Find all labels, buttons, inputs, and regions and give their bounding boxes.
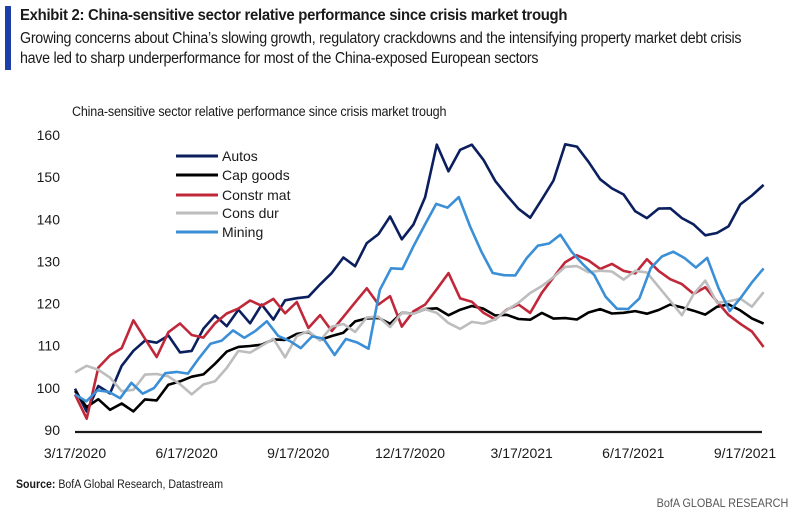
source-note: Source: BofA Global Research, Datastream [16,479,223,491]
legend-label: Autos [222,148,258,164]
y-tick-label: 140 [37,211,61,227]
x-tick-label: 3/17/2020 [44,445,106,461]
series-line-mining [74,195,765,403]
y-tick-label: 100 [37,380,61,396]
y-tick-label: 120 [37,296,61,312]
x-tick-label: 6/17/2021 [602,445,664,461]
series-lines [73,143,765,421]
legend-label: Cons dur [222,205,279,221]
x-axis-ticks: 3/17/2020 6/17/2020 9/17/2020 12/17/2020 3/1… [44,445,776,461]
series-line-constr-mat [73,254,765,421]
series-line-cap-goods [73,303,765,413]
exhibit-subtitle: Growing concerns about China’s slowing g… [20,30,742,67]
legend-item: Mining [176,224,263,240]
series-line-autos [73,143,765,413]
legend-item: Cons dur [176,205,279,221]
legend-item: Cap goods [176,167,290,183]
x-tick-label: 9/17/2021 [714,445,776,461]
legend-label: Mining [222,224,263,240]
x-tick-label: 9/17/2020 [267,445,329,461]
y-tick-label: 90 [44,422,60,438]
legend-label: Constr mat [222,187,291,203]
series-line-cons-dur [74,264,765,396]
x-tick-label: 3/17/2021 [491,445,553,461]
y-tick-label: 110 [38,338,61,354]
source-label: Source: [16,479,56,491]
legend-label: Cap goods [222,167,290,183]
exhibit-title: Exhibit 2: China-sensitive sector relati… [20,7,568,24]
y-tick-label: 160 [37,127,61,143]
y-tick-label: 150 [37,169,61,185]
legend-item: Autos [176,148,258,164]
legend-item: Constr mat [176,187,291,203]
accent-bar [5,6,11,70]
x-tick-label: 12/17/2020 [375,445,445,461]
x-tick-label: 6/17/2020 [156,445,218,461]
legend: Autos Cap goods Constr mat Cons dur Mining [176,148,291,240]
y-axis-ticks: 90 100 110 120 130 140 150 160 [37,127,61,438]
y-tick-label: 130 [37,253,61,269]
brand-label: BofA GLOBAL RESEARCH [656,496,788,510]
source-text: BofA Global Research, Datastream [58,479,224,491]
chart-title: China-sensitive sector relative performa… [72,104,447,119]
